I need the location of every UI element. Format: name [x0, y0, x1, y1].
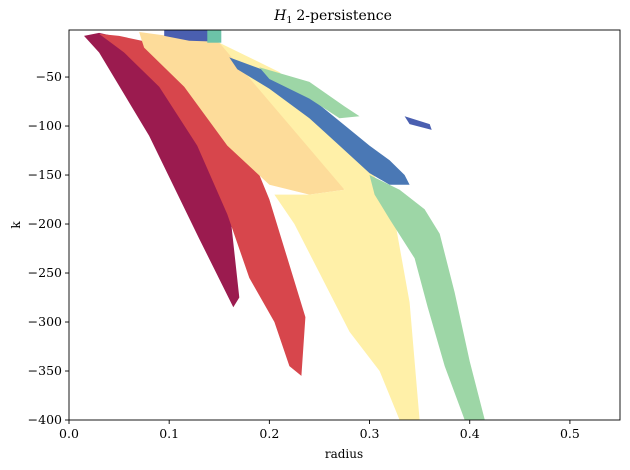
region-4 — [369, 175, 485, 420]
y-tick-label: −50 — [36, 69, 62, 84]
y-axis-label: k — [9, 221, 23, 229]
y-axis: −50 −100 −150 −200 −250 −300 −350 −400 — [28, 69, 69, 427]
chart-title-sub: 1 — [286, 15, 292, 26]
x-tick-label: 0.3 — [360, 426, 380, 441]
region-0 — [84, 32, 240, 308]
chart-title-math: H — [273, 8, 287, 24]
region-5 — [229, 57, 410, 185]
y-tick-label: −400 — [28, 412, 62, 427]
chart-title: H1 2-persistence — [273, 8, 392, 26]
plot-regions — [84, 30, 485, 420]
plot-frame — [68, 29, 621, 421]
y-tick-label: −150 — [28, 167, 62, 182]
x-tick-label: 0.5 — [560, 426, 580, 441]
region-9 — [404, 116, 432, 130]
x-axis-label: radius — [325, 447, 363, 461]
y-tick-label: −350 — [28, 363, 62, 378]
x-tick-label: 0.1 — [159, 426, 179, 441]
x-axis: 0.0 0.1 0.2 0.3 0.4 0.5 — [59, 420, 580, 441]
y-tick-label: −200 — [28, 216, 62, 231]
y-tick-label: −300 — [28, 314, 62, 329]
y-tick-label: −100 — [28, 118, 62, 133]
region-2 — [139, 32, 345, 195]
y-tick-label: −250 — [28, 265, 62, 280]
region-3 — [219, 42, 420, 420]
region-6 — [164, 30, 220, 42]
region-7 — [207, 30, 222, 43]
x-tick-label: 0.0 — [59, 426, 79, 441]
region-8 — [259, 67, 360, 119]
x-tick-label: 0.2 — [259, 426, 279, 441]
x-tick-label: 0.4 — [460, 426, 480, 441]
chart-title-rest: 2-persistence — [296, 8, 391, 24]
